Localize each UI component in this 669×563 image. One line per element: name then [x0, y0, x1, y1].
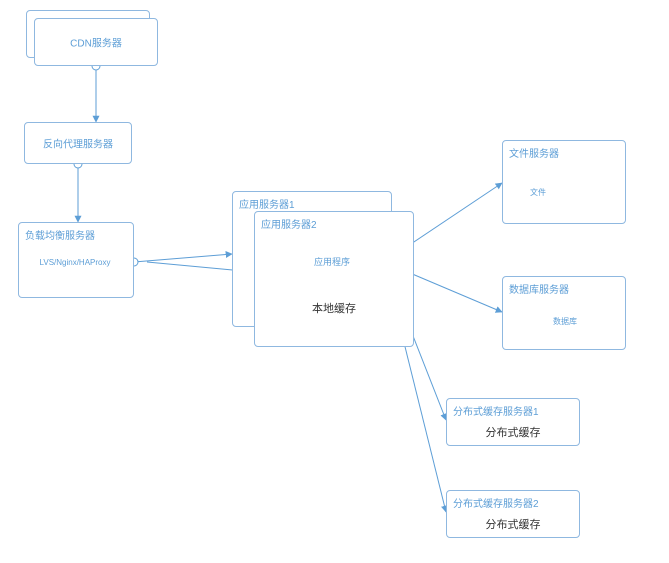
node-file: 文件服务器	[502, 140, 626, 224]
node-title: 应用服务器2	[261, 216, 317, 231]
node-cdn: CDN服务器	[34, 18, 158, 66]
node-title: 负载均衡服务器	[25, 227, 95, 242]
edge	[134, 254, 232, 262]
para-label: LVS/Nginx/HAProxy	[30, 258, 120, 267]
node-title: 反向代理服务器	[25, 136, 131, 151]
node-db: 数据库服务器	[502, 276, 626, 350]
node-sublabel: 分布式缓存	[446, 424, 580, 440]
folder-label: 文件	[530, 187, 546, 198]
node-title: 应用服务器1	[239, 196, 295, 211]
node-sublabel: 本地缓存	[254, 300, 414, 316]
node-title: 分布式缓存服务器1	[453, 403, 539, 418]
node-title: CDN服务器	[35, 35, 157, 50]
node-sublabel: 分布式缓存	[446, 516, 580, 532]
node-title: 数据库服务器	[509, 281, 569, 296]
node-title: 文件服务器	[509, 145, 559, 160]
para-label: 应用程序	[282, 255, 382, 268]
node-revproxy: 反向代理服务器	[24, 122, 132, 164]
cylinder-label: 数据库	[530, 316, 600, 327]
node-title: 分布式缓存服务器2	[453, 495, 539, 510]
node-app2: 应用服务器2	[254, 211, 414, 347]
